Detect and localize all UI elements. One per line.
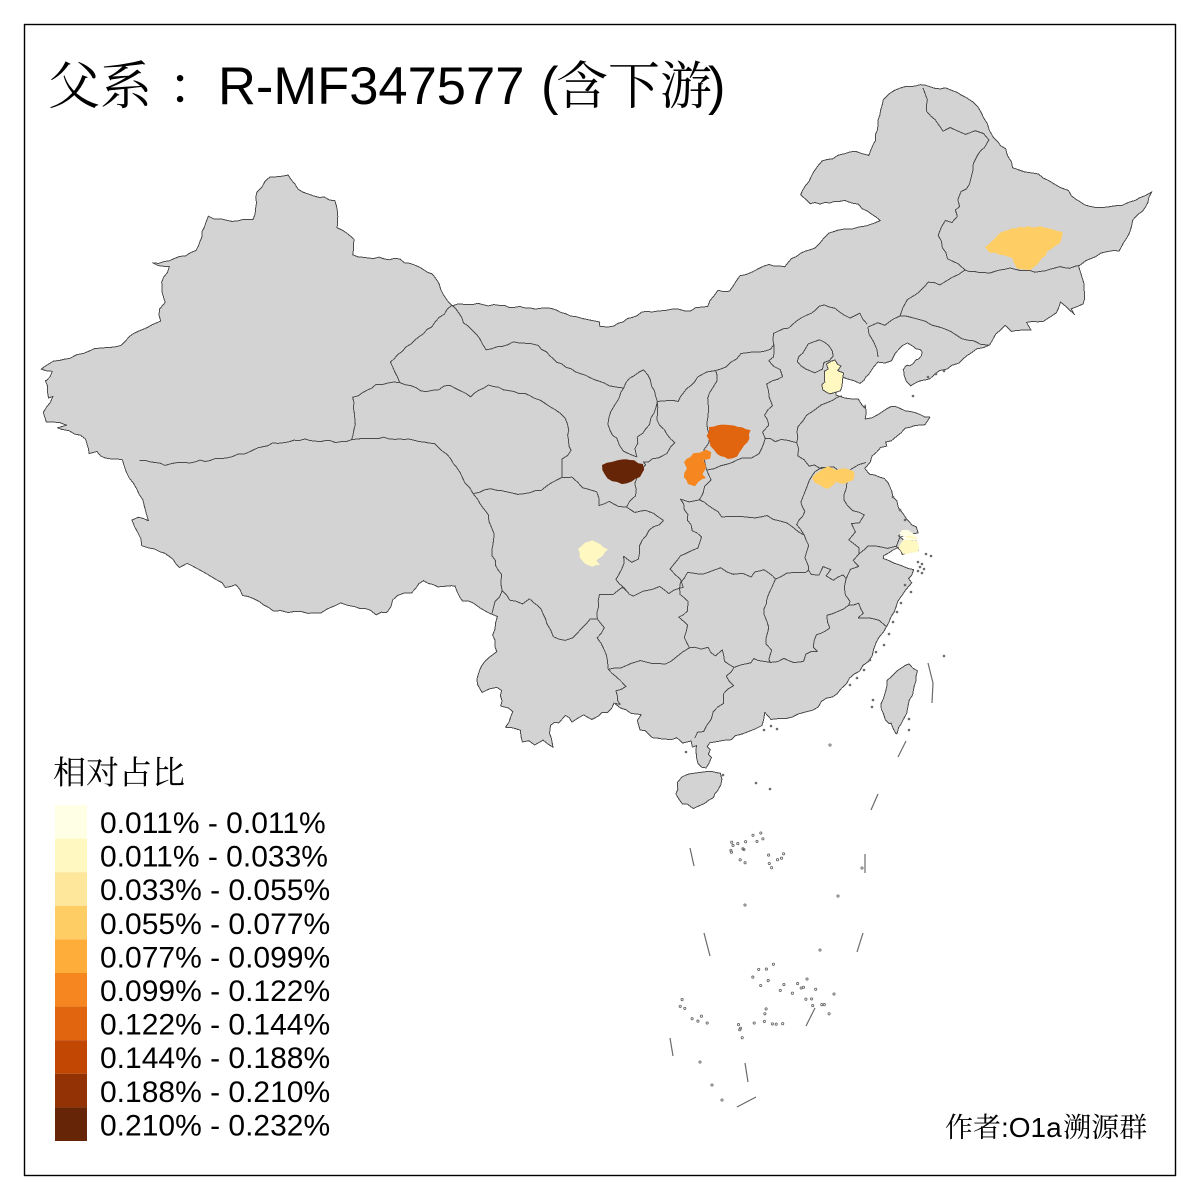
- svg-text:R-MF347577: R-MF347577: [218, 57, 524, 116]
- svg-text:0.099% - 0.122%: 0.099% - 0.122%: [100, 975, 330, 1008]
- svg-text:0.055% - 0.077%: 0.055% - 0.077%: [100, 908, 330, 941]
- svg-text:0.077% - 0.099%: 0.077% - 0.099%: [100, 941, 330, 974]
- svg-text:0.144% - 0.188%: 0.144% - 0.188%: [100, 1042, 330, 1075]
- svg-text::O1a: :O1a: [1001, 1112, 1062, 1143]
- svg-text:): ): [708, 57, 725, 116]
- svg-text:(: (: [541, 57, 559, 116]
- svg-text:0.033% - 0.055%: 0.033% - 0.055%: [100, 874, 330, 907]
- svg-text:0.122% - 0.144%: 0.122% - 0.144%: [100, 1009, 330, 1042]
- svg-text:0.011% - 0.033%: 0.011% - 0.033%: [100, 841, 328, 874]
- svg-text:0.011% - 0.011%: 0.011% - 0.011%: [100, 807, 326, 840]
- svg-text:0.210% - 0.232%: 0.210% - 0.232%: [100, 1109, 330, 1142]
- svg-text:0.188% - 0.210%: 0.188% - 0.210%: [100, 1076, 330, 1109]
